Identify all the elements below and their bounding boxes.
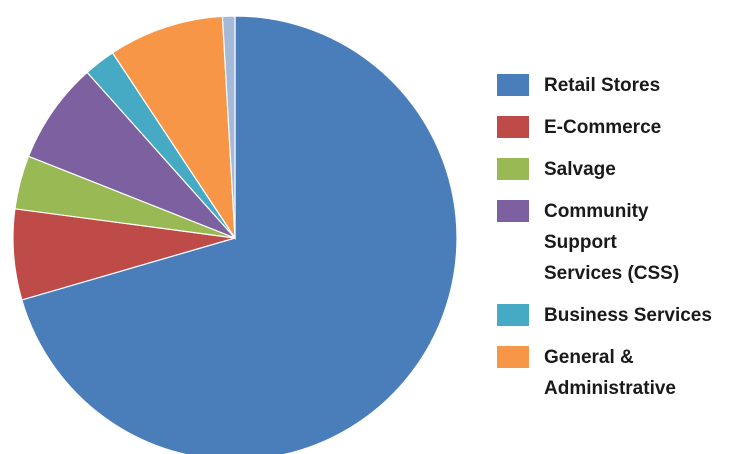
legend-swatch [497, 346, 529, 368]
legend-item: E-Commerce [497, 112, 712, 143]
legend-item: Salvage [497, 154, 712, 185]
legend-swatch [497, 158, 529, 180]
legend-label: Salvage [544, 159, 616, 180]
legend-item: General & Administrative [497, 342, 712, 404]
legend-item: Retail Stores [497, 70, 712, 101]
legend-swatch [497, 304, 529, 326]
pie-slice [111, 15, 236, 241]
legend-label: E-Commerce [544, 117, 662, 138]
pie-slice [221, 15, 236, 239]
legend-item: Business Services [497, 300, 712, 331]
legend-item: Community Support Services (CSS) [497, 196, 712, 289]
legend-label: Business Services [544, 305, 712, 326]
legend-swatch [497, 74, 529, 96]
legend-label: General & Administrative [544, 347, 676, 399]
legend-label: Retail Stores [544, 75, 661, 96]
legend-swatch [497, 116, 529, 138]
legend-swatch [497, 200, 529, 222]
legend: Retail Stores E-Commerce Salvage Community … [497, 70, 712, 404]
pie-slice [27, 71, 236, 239]
legend-label: Community Support Services (CSS) [544, 201, 680, 284]
pie-slice [21, 15, 458, 454]
